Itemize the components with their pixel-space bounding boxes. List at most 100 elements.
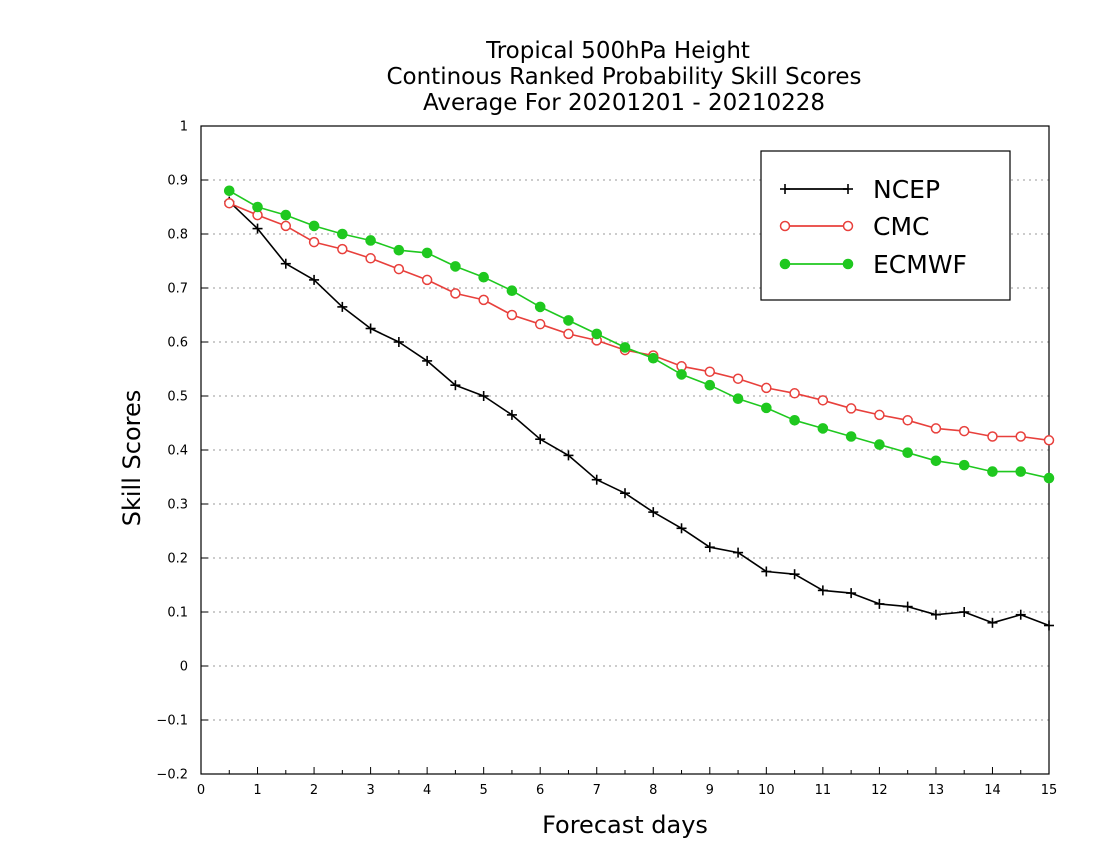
point-ecmwf-6: [393, 244, 405, 256]
x-tick-label-14: 14: [984, 783, 1001, 798]
y-tick-label-4: 0.2: [167, 552, 188, 567]
legend-label-ecmwf: ECMWF: [873, 250, 967, 279]
point-cmc-27: [987, 431, 998, 442]
point-cmc-23: [874, 409, 885, 421]
y-tick-label-9: 0.7: [167, 282, 188, 297]
x-axis: 0 1 2 3 4 5 6 7 8 9 10 11 12 13 14 15: [197, 767, 1057, 798]
y-tick-label-0: −0.2: [156, 768, 188, 783]
x-tick-label-8: 8: [649, 783, 657, 798]
point-ecmwf-22: [845, 431, 857, 442]
title-line-1: Tropical 500hPa Height: [485, 38, 750, 64]
point-ecmwf-18: [732, 393, 744, 405]
point-ncep-8: [450, 380, 461, 391]
y-axis-title: Skill Scores: [118, 390, 146, 527]
y-tick-label-12: 1: [180, 120, 188, 135]
x-tick-label-0: 0: [197, 783, 205, 798]
point-ecmwf-27: [987, 466, 998, 477]
point-cmc-18: [732, 373, 744, 384]
point-ncep-10: [506, 409, 517, 420]
x-tick-label-2: 2: [310, 783, 318, 798]
chart-title: Tropical 500hPa Height Continous Ranked …: [386, 38, 861, 116]
point-ncep-25: [930, 609, 941, 620]
x-tick-label-15: 15: [1041, 783, 1058, 798]
point-cmc-25: [930, 423, 942, 434]
point-ncep-18: [733, 547, 744, 558]
y-tick-label-5: 0.3: [167, 498, 188, 513]
point-cmc-12: [563, 328, 574, 340]
point-ecmwf-25: [930, 455, 942, 467]
point-cmc-3: [308, 236, 320, 248]
point-cmc-24: [902, 415, 913, 426]
point-ecmwf-26: [958, 459, 970, 471]
point-ecmwf-9: [478, 271, 489, 283]
point-ncep-9: [478, 391, 489, 401]
point-ncep-15: [648, 507, 659, 518]
point-ncep-28: [1015, 609, 1026, 620]
point-cmc-2: [280, 220, 292, 232]
y-axis: −0.2 −0.1 0 0.1 0.2 0.3 0.4 0.5 0.6 0.7 0.8 0.9 1: [156, 120, 208, 783]
point-cmc-26: [958, 425, 970, 437]
point-ncep-13: [591, 474, 602, 485]
point-cmc-9: [478, 294, 489, 306]
point-cmc-22: [845, 403, 857, 414]
point-cmc-11: [534, 318, 546, 330]
x-tick-label-12: 12: [871, 783, 888, 798]
point-ncep-21: [817, 585, 828, 596]
legend-marker-left-cmc: [779, 220, 791, 232]
point-ncep-22: [846, 588, 857, 599]
series-line-ncep: [228, 201, 1050, 627]
point-ecmwf-0: [223, 185, 235, 197]
y-tick-label-2: 0: [180, 660, 188, 675]
point-ecmwf-8: [450, 261, 461, 272]
point-ncep-5: [365, 323, 376, 334]
point-ecmwf-16: [676, 369, 687, 380]
point-ncep-23: [874, 598, 885, 609]
point-ncep-11: [535, 434, 546, 445]
point-cmc-7: [421, 274, 433, 286]
legend-label-cmc: CMC: [873, 212, 929, 241]
point-ecmwf-1: [252, 201, 263, 213]
point-ecmwf-17: [704, 379, 716, 391]
y-tick-label-8: 0.6: [167, 336, 188, 351]
point-ncep-20: [789, 569, 800, 580]
y-tick-label-6: 0.4: [167, 444, 188, 459]
point-cmc-5: [365, 253, 376, 264]
series-layer: [223, 185, 1055, 631]
point-ecmwf-11: [534, 301, 546, 313]
legend-marker-right-cmc: [842, 220, 854, 232]
point-ecmwf-23: [874, 439, 885, 450]
point-ecmwf-12: [563, 315, 574, 326]
x-tick-label-6: 6: [536, 783, 544, 798]
point-ncep-26: [959, 607, 970, 617]
y-tick-label-11: 0.9: [167, 174, 188, 189]
point-cmc-28: [1015, 431, 1026, 442]
legend-item-cmc: CMC: [779, 212, 929, 241]
point-ecmwf-3: [308, 220, 320, 232]
point-cmc-0: [224, 197, 235, 209]
legend: NCEP CMC ECMWF: [760, 150, 1011, 301]
x-tick-label-5: 5: [480, 783, 488, 798]
point-cmc-19: [761, 382, 772, 394]
point-ncep-3: [309, 274, 320, 285]
y-tick-label-10: 0.8: [167, 228, 188, 243]
point-cmc-4: [337, 243, 348, 255]
title-line-3: Average For 20201201 - 20210228: [423, 90, 825, 116]
point-ecmwf-21: [817, 423, 829, 434]
legend-marker-left-ecmwf: [779, 258, 791, 270]
series-cmc: [224, 197, 1055, 446]
x-tick-label-4: 4: [423, 783, 431, 798]
point-cmc-8: [450, 288, 461, 299]
legend-item-ncep: NCEP: [780, 175, 940, 204]
legend-marker-left-ncep: [780, 184, 790, 194]
y-tick-label-1: −0.1: [156, 714, 188, 729]
x-axis-title: Forecast days: [542, 811, 708, 839]
point-ecmwf-24: [902, 447, 913, 459]
point-ecmwf-20: [789, 415, 800, 426]
x-tick-label-1: 1: [253, 783, 261, 798]
point-ecmwf-7: [421, 247, 433, 259]
point-ncep-14: [620, 488, 630, 499]
point-ecmwf-10: [506, 285, 518, 297]
legend-item-ecmwf: ECMWF: [779, 250, 967, 279]
x-tick-label-9: 9: [706, 783, 714, 798]
point-cmc-29: [1043, 435, 1055, 446]
